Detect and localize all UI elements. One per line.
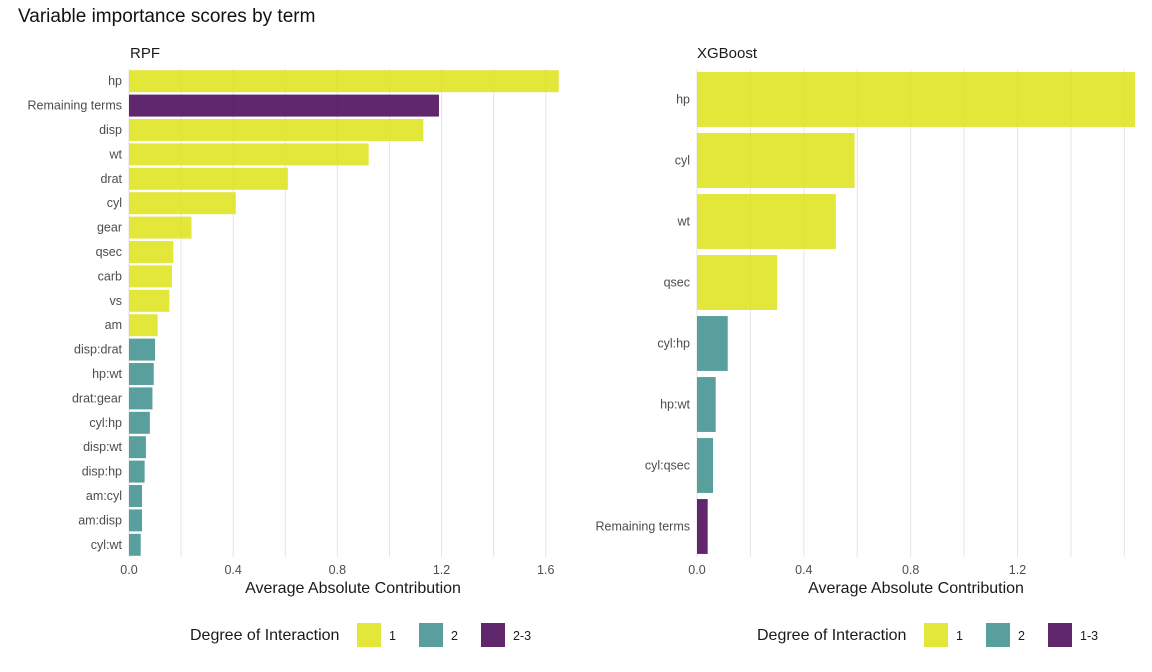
rpf-bar — [129, 70, 559, 93]
page-title: Variable importance scores by term — [18, 6, 316, 27]
xgboost-legend-swatch — [924, 623, 948, 647]
rpf-legend-title: Degree of Interaction — [190, 627, 339, 644]
rpf-bar — [129, 411, 150, 434]
rpf-legend-label: 1 — [389, 629, 396, 643]
xgboost-facet-title: XGBoost — [697, 45, 758, 62]
rpf-x-tick-label: 0.0 — [120, 563, 137, 577]
xgboost-category-label: wt — [677, 215, 691, 229]
rpf-category-label: gear — [97, 221, 122, 235]
rpf-bar — [129, 167, 288, 190]
xgboost-legend-label: 1-3 — [1080, 629, 1098, 643]
rpf-bar — [129, 119, 424, 141]
xgboost-category-label: hp — [676, 93, 690, 107]
rpf-category-label: hp — [108, 74, 122, 88]
xgboost-legend-swatch — [1048, 623, 1072, 647]
rpf-category-label: am — [105, 318, 122, 332]
xgboost-category-label: cyl:qsec — [645, 459, 690, 473]
xgboost-x-tick-label: 0.4 — [795, 563, 812, 577]
rpf-facet-title: RPF — [130, 45, 160, 62]
rpf-category-label: drat:gear — [72, 391, 122, 405]
rpf-bar — [129, 241, 174, 263]
rpf-category-label: disp:wt — [83, 440, 122, 454]
rpf-legend-swatch — [419, 623, 443, 647]
rpf-bar — [129, 94, 439, 117]
xgboost-bar — [697, 438, 714, 493]
xgboost-bar — [697, 133, 855, 188]
xgboost-bar — [697, 72, 1135, 127]
xgboost-legend-title: Degree of Interaction — [757, 627, 906, 644]
rpf-category-label: cyl:wt — [91, 538, 123, 552]
rpf-category-label: carb — [98, 269, 122, 283]
rpf-category-label: cyl:hp — [89, 416, 122, 430]
rpf-category-label: am:cyl — [86, 489, 122, 503]
rpf-bar — [129, 216, 192, 239]
xgboost-category-label: Remaining terms — [596, 520, 690, 534]
rpf-x-tick-label: 0.8 — [329, 563, 346, 577]
rpf-category-label: cyl — [107, 196, 122, 210]
rpf-bar — [129, 387, 153, 410]
xgboost-bar — [697, 377, 716, 432]
xgboost-bar — [697, 255, 778, 310]
rpf-bar — [129, 460, 145, 483]
rpf-bar — [129, 289, 170, 312]
rpf-bar — [129, 509, 143, 532]
rpf-legend-swatch — [357, 623, 381, 647]
rpf-category-label: drat — [100, 172, 122, 186]
rpf-bar — [129, 485, 143, 507]
rpf-bar — [129, 338, 156, 361]
rpf-legend-label: 2-3 — [513, 629, 531, 643]
xgboost-category-label: hp:wt — [660, 398, 690, 412]
xgboost-x-tick-label: 1.2 — [1009, 563, 1026, 577]
rpf-bar — [129, 363, 154, 385]
xgboost-legend-label: 1 — [956, 629, 963, 643]
rpf-bar — [129, 192, 236, 215]
rpf-x-tick-label: 1.2 — [433, 563, 450, 577]
xgboost-x-tick-label: 0.0 — [688, 563, 705, 577]
rpf-legend-swatch — [481, 623, 505, 647]
xgboost-legend-label: 2 — [1018, 629, 1025, 643]
xgboost-bar — [697, 316, 728, 371]
rpf-bar — [129, 143, 369, 166]
rpf-category-label: disp:hp — [82, 465, 122, 479]
xgboost-bar — [697, 499, 708, 554]
rpf-category-label: Remaining terms — [28, 99, 122, 113]
rpf-category-label: wt — [109, 147, 123, 161]
rpf-category-label: hp:wt — [92, 367, 122, 381]
rpf-category-label: qsec — [96, 245, 122, 259]
xgboost-x-axis-label: Average Absolute Contribution — [808, 580, 1024, 597]
xgboost-legend-swatch — [986, 623, 1010, 647]
rpf-category-label: am:disp — [78, 513, 122, 527]
rpf-x-tick-label: 1.6 — [537, 563, 554, 577]
xgboost-category-label: cyl:hp — [657, 337, 690, 351]
xgboost-category-label: qsec — [664, 276, 690, 290]
rpf-x-axis-label: Average Absolute Contribution — [245, 580, 461, 597]
xgboost-bar — [697, 194, 836, 249]
rpf-bar — [129, 533, 141, 556]
rpf-bar — [129, 265, 172, 288]
rpf-bar — [129, 436, 146, 459]
rpf-category-label: disp:drat — [74, 343, 122, 357]
xgboost-category-label: cyl — [675, 154, 690, 168]
rpf-x-tick-label: 0.4 — [224, 563, 241, 577]
rpf-bar — [129, 314, 158, 337]
rpf-legend-label: 2 — [451, 629, 458, 643]
rpf-category-label: disp — [99, 123, 122, 137]
rpf-category-label: vs — [110, 294, 123, 308]
xgboost-x-tick-label: 0.8 — [902, 563, 919, 577]
